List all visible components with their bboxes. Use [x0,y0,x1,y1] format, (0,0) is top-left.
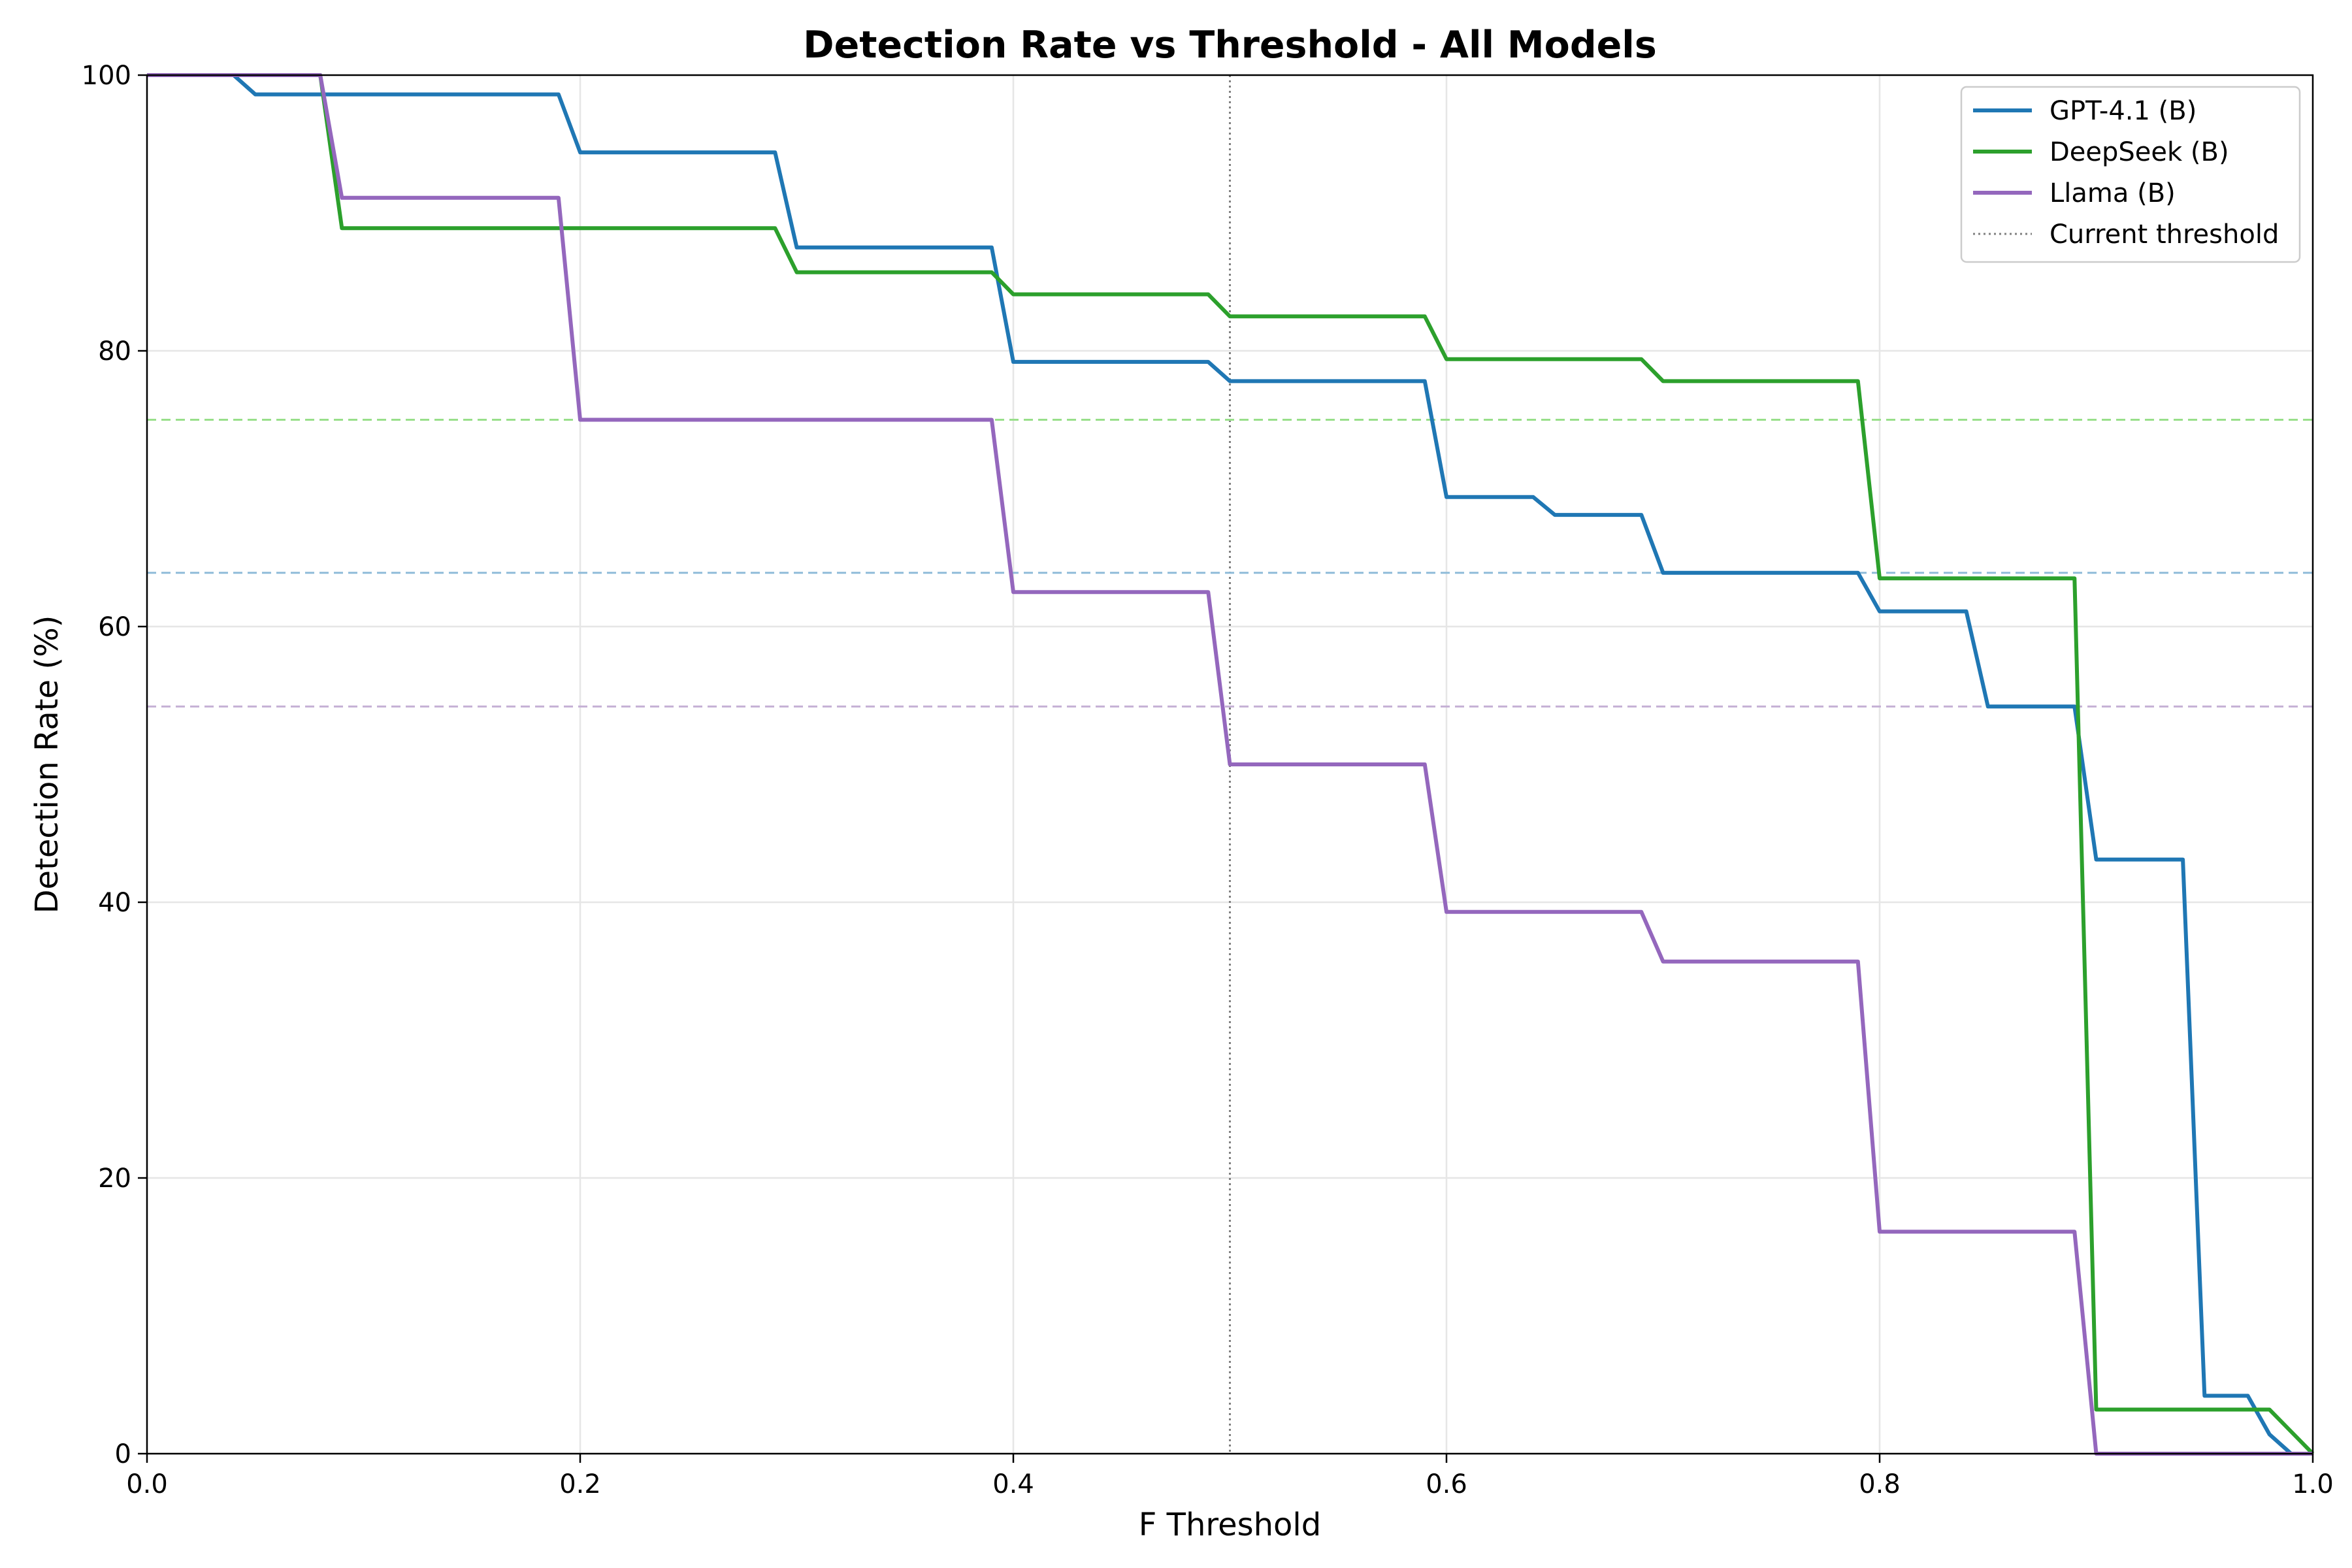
y-tick-label: 0 [115,1439,131,1469]
series-line-gpt-4-1-b [147,73,2313,1456]
x-axis-label: F Threshold [1139,1507,1321,1543]
x-tick-label: 0.4 [992,1469,1034,1499]
legend-label: DeepSeek (B) [2050,137,2229,167]
y-tick-label: 80 [98,336,131,367]
y-tick-label: 40 [98,888,131,918]
y-axis-ticks: 0 20 40 60 80 100 [82,61,147,1469]
legend-label: Current threshold [2050,220,2279,250]
legend-label: GPT-4.1 (B) [2050,96,2197,126]
x-tick-label: 0.0 [126,1469,168,1499]
series-line-deepseek-b [147,73,2315,1456]
series-lines [147,73,2315,1456]
y-axis-label: Detection Rate (%) [29,615,65,914]
series-line-llama-b [147,73,2313,1456]
x-axis-ticks: 0.0 0.2 0.4 0.6 0.8 1.0 [126,1454,2334,1499]
grid [146,74,2314,1455]
legend-label: Llama (B) [2050,178,2176,208]
plot-frame [146,74,2314,1455]
y-tick-label: 100 [82,61,131,91]
x-tick-label: 1.0 [2292,1469,2334,1499]
legend: GPT-4.1 (B) DeepSeek (B) Llama (B) Current … [1960,86,2301,263]
x-tick-label: 0.6 [1426,1469,1467,1499]
y-tick-label: 60 [98,612,131,642]
legend-box [1960,86,2301,263]
x-tick-label: 0.8 [1859,1469,1901,1499]
y-tick-label: 20 [98,1164,131,1194]
chart-title: Detection Rate vs Threshold - All Models [803,24,1657,67]
x-tick-label: 0.2 [559,1469,601,1499]
reference-lines [147,75,2313,1454]
